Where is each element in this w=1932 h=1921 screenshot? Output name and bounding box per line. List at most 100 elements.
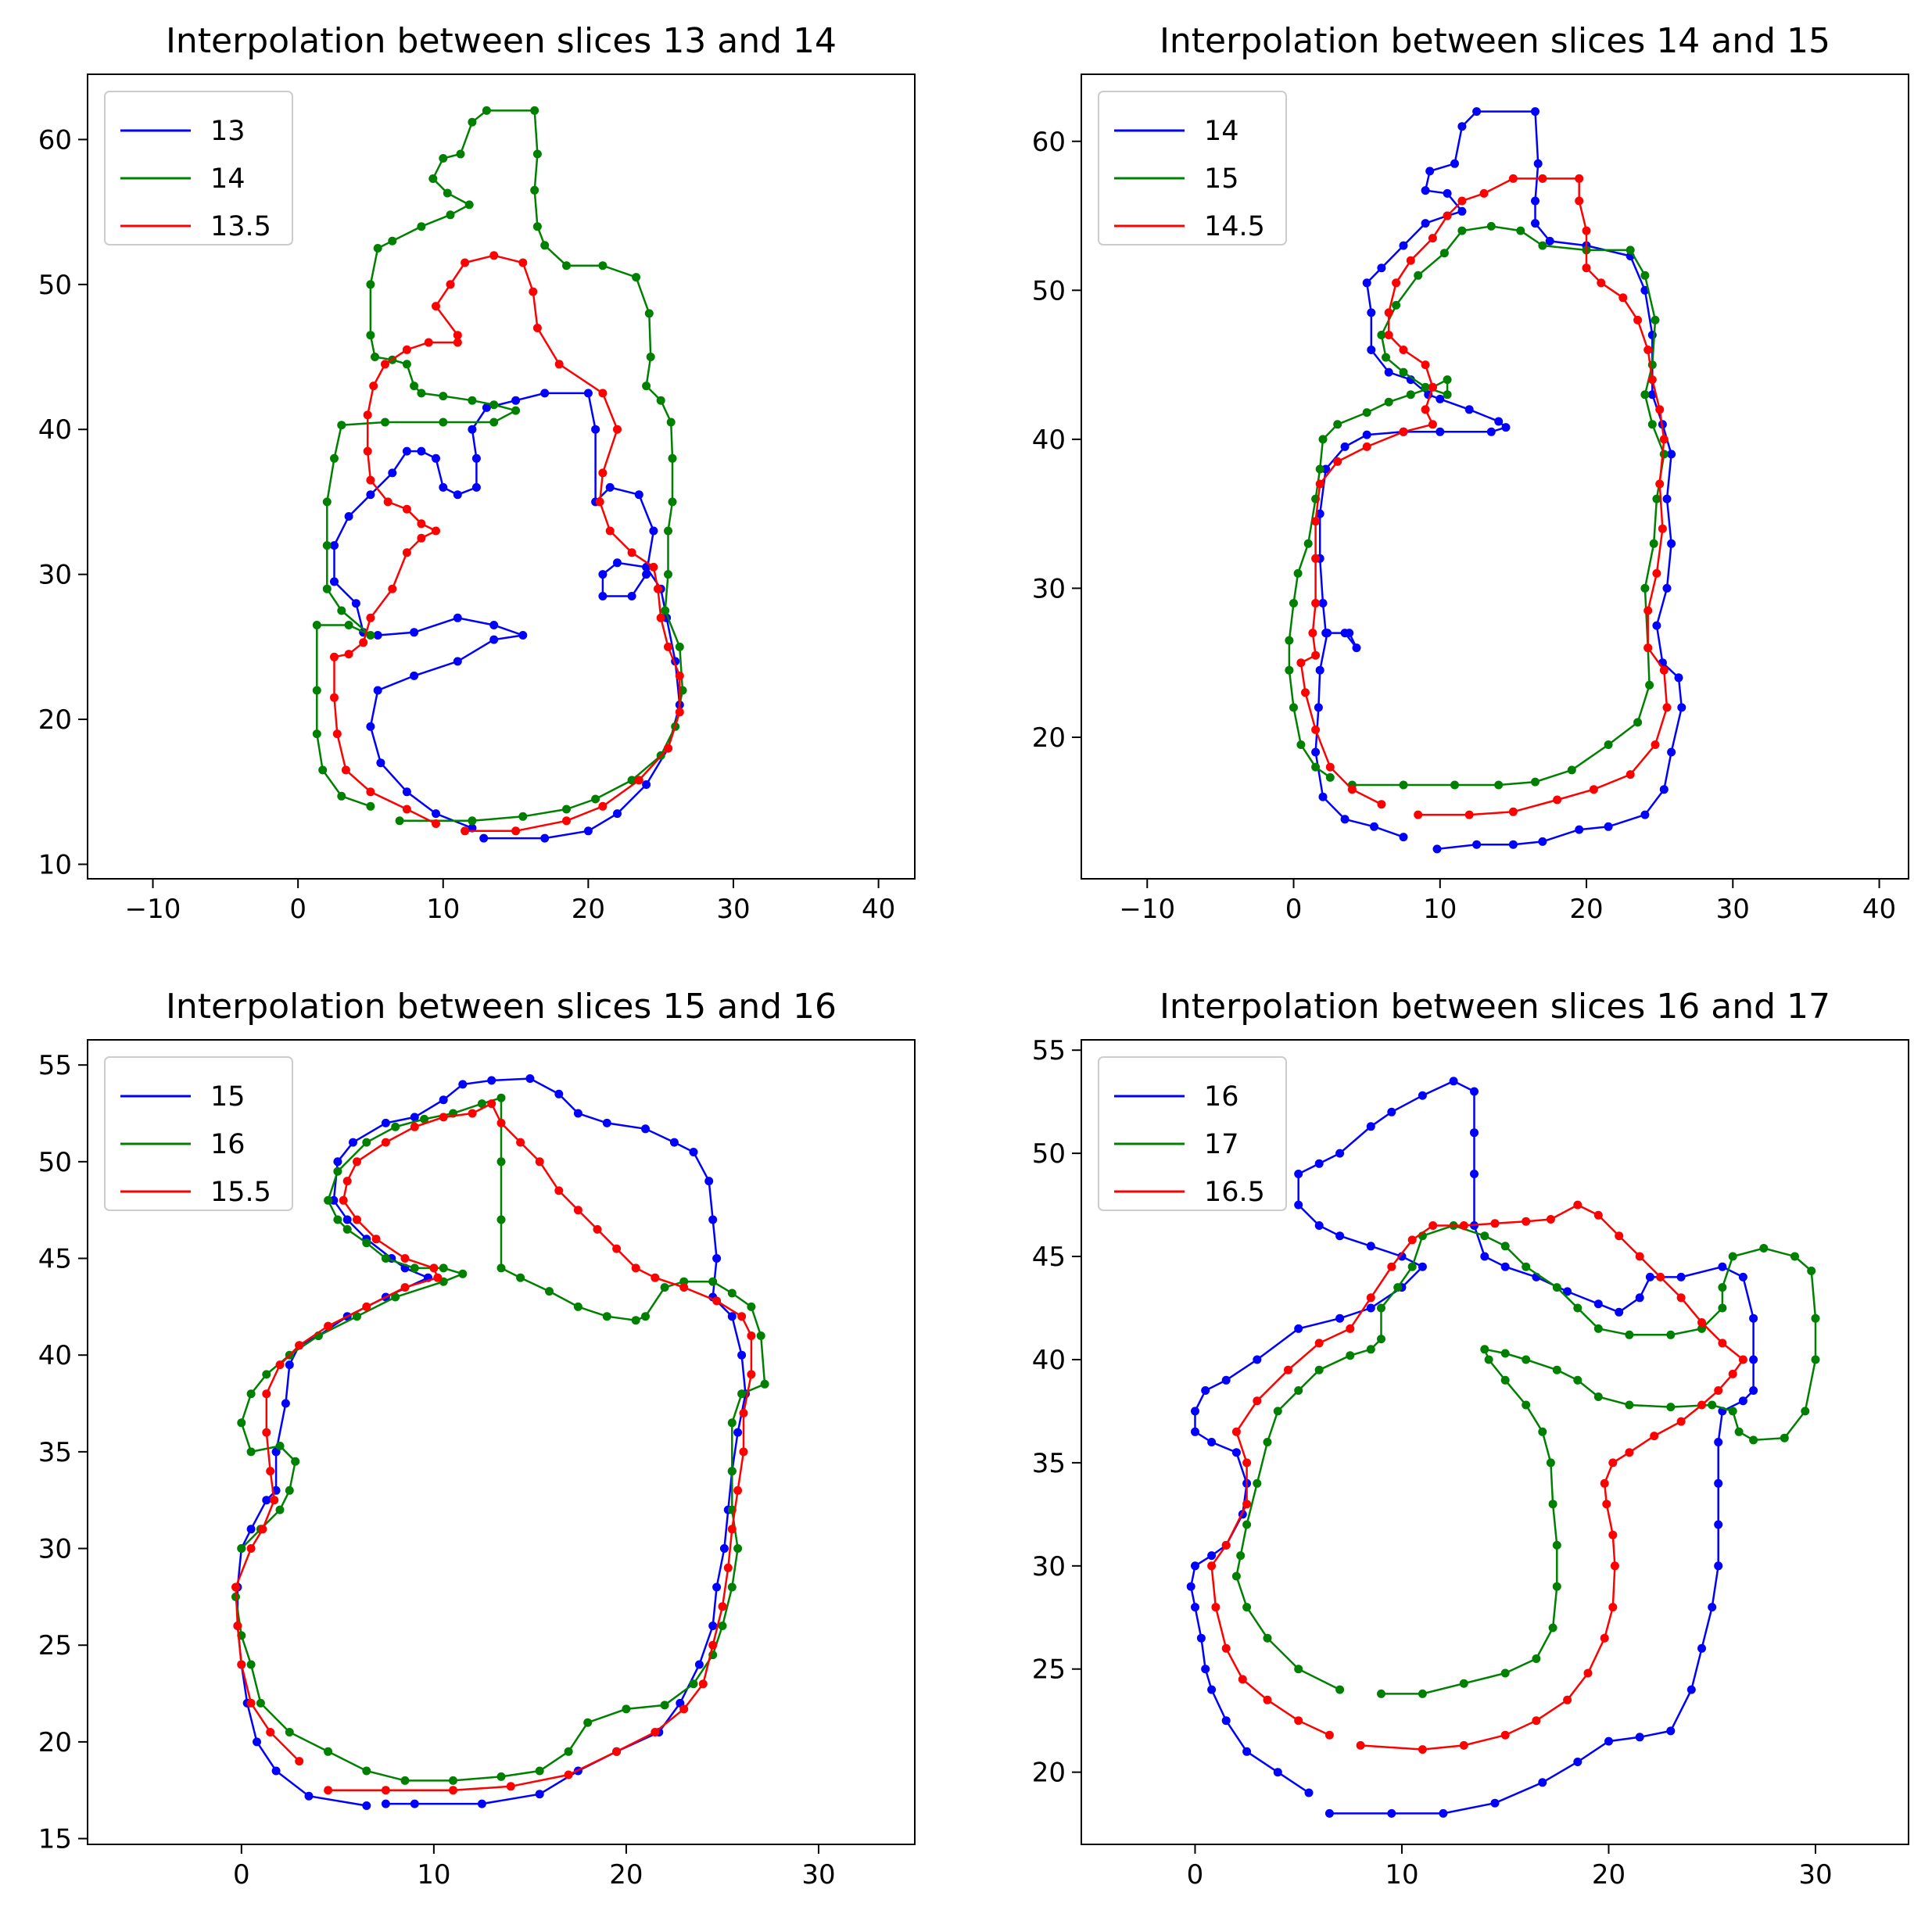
point-14-14 — [1667, 539, 1676, 548]
point-15-50 — [1325, 772, 1335, 782]
y-tick-label: 20 — [1032, 722, 1066, 754]
point-14.5-13 — [1655, 479, 1665, 489]
point-14-64 — [1314, 703, 1323, 712]
point-14.5-12 — [1658, 524, 1667, 533]
y-tick-label: 50 — [38, 1147, 72, 1178]
point-16-51 — [381, 1254, 390, 1263]
y-tick-label: 20 — [38, 1727, 72, 1758]
point-14.5-30 — [1428, 234, 1437, 243]
point-14-53 — [1340, 442, 1350, 451]
point-13.5-7 — [675, 671, 684, 680]
point-14-33 — [443, 188, 452, 198]
series-area — [312, 106, 687, 843]
point-14-37 — [1399, 241, 1408, 250]
point-14-53 — [337, 421, 346, 430]
point-13-21 — [583, 389, 593, 398]
point-13.5-38 — [432, 526, 440, 536]
point-17-12 — [1500, 1375, 1510, 1385]
point-13-46 — [453, 657, 462, 666]
point-14-25 — [1531, 196, 1540, 206]
point-15-15 — [1640, 390, 1650, 400]
point-14.5-9 — [1643, 643, 1653, 653]
y-tick-label: 30 — [38, 560, 72, 591]
point-13-16 — [649, 526, 658, 536]
point-15-49 — [1311, 762, 1321, 772]
point-15.5-18 — [737, 1312, 747, 1321]
point-15-31 — [1421, 382, 1430, 392]
point-15-11 — [1649, 539, 1658, 548]
point-16-64 — [1191, 1561, 1199, 1571]
point-15-38 — [689, 1148, 698, 1156]
point-16-3 — [1490, 1798, 1500, 1808]
point-15-31 — [487, 1076, 496, 1085]
point-16.5-20 — [1738, 1355, 1747, 1364]
point-16-11 — [1708, 1603, 1717, 1612]
point-16-5 — [1573, 1758, 1583, 1766]
point-13-30 — [432, 453, 440, 463]
legend: 15 16 15.5 — [104, 1056, 293, 1211]
point-14-64 — [318, 765, 328, 775]
point-15-12 — [1652, 494, 1661, 504]
point-14-27 — [530, 106, 539, 115]
point-15-24 — [1457, 226, 1467, 235]
point-16-72 — [1273, 1768, 1282, 1777]
point-15-25 — [333, 1157, 342, 1167]
point-16-60 — [262, 1370, 271, 1379]
point-15.5-8 — [698, 1679, 708, 1689]
point-14-27 — [1531, 107, 1540, 116]
x-tick-label: 30 — [1798, 1859, 1832, 1891]
point-14-63 — [1315, 665, 1324, 675]
series-line-14 — [1314, 110, 1683, 851]
point-15.5-32 — [439, 1113, 448, 1122]
point-14.5-20 — [1597, 278, 1606, 288]
point-16-17 — [1738, 1396, 1747, 1406]
point-15-47 — [1289, 703, 1298, 712]
point-15-39 — [1318, 435, 1328, 444]
point-13.5-31 — [369, 382, 378, 391]
point-14-51 — [439, 418, 448, 427]
point-14.5-11 — [1652, 568, 1661, 578]
point-13-1 — [540, 833, 550, 843]
point-16-52 — [1294, 1324, 1303, 1333]
point-16.5-29 — [1546, 1215, 1555, 1224]
point-16-48 — [1418, 1262, 1427, 1271]
point-15-3 — [253, 1737, 261, 1747]
point-14.5-23 — [1575, 196, 1584, 206]
point-15-58 — [477, 1799, 486, 1808]
point-16.5-22 — [1697, 1318, 1706, 1327]
point-17-47 — [1407, 1262, 1417, 1271]
point-14.5-2 — [1508, 807, 1518, 816]
point-13-14 — [627, 592, 636, 600]
series-line-15 — [236, 1077, 747, 1807]
point-13-26 — [471, 453, 481, 463]
point-13-33 — [388, 468, 397, 478]
point-16-56 — [391, 1292, 400, 1302]
point-14-63 — [312, 729, 321, 739]
axes-frame — [1081, 73, 1909, 880]
point-17-57 — [1253, 1478, 1262, 1488]
y-tick-label: 60 — [38, 124, 72, 156]
legend-label: 16.5 — [1204, 1177, 1265, 1208]
point-15.5-24 — [593, 1224, 602, 1234]
point-16.5-48 — [1238, 1675, 1247, 1684]
point-16-45 — [1335, 1231, 1345, 1241]
point-15.5-22 — [631, 1263, 640, 1273]
point-16-25 — [1635, 1293, 1644, 1303]
subplot-1: Interpolation between slices 13 and 14 −1… — [38, 21, 916, 925]
x-tick-label: 30 — [1716, 894, 1750, 925]
point-16-6 — [362, 1766, 371, 1776]
series-line-16.5 — [1210, 1203, 1745, 1751]
point-16-20 — [1749, 1314, 1758, 1323]
point-14.5-3 — [1553, 795, 1562, 805]
point-16.5-8 — [1608, 1603, 1618, 1612]
point-14-1 — [468, 816, 477, 826]
point-14-46 — [1464, 405, 1474, 414]
point-15-42 — [1303, 539, 1313, 548]
point-16-14 — [660, 1701, 669, 1710]
point-13-37 — [330, 577, 339, 586]
point-16.5-38 — [1314, 1339, 1324, 1348]
y-tick-label: 60 — [1032, 127, 1066, 158]
point-16-66 — [285, 1486, 294, 1495]
point-16-24 — [1645, 1272, 1654, 1281]
point-15-36 — [641, 1124, 650, 1134]
